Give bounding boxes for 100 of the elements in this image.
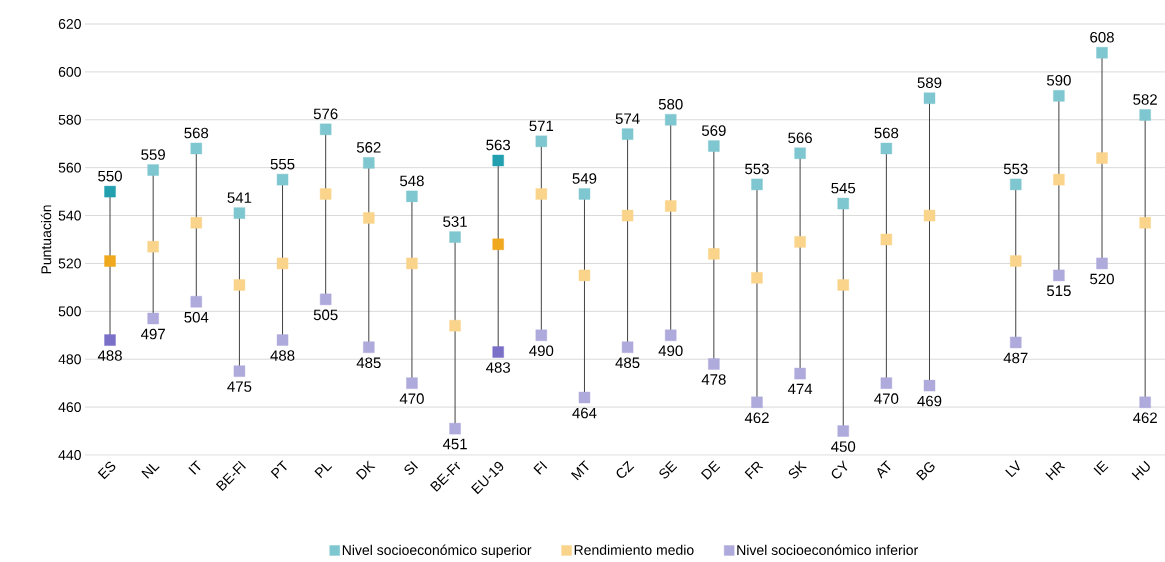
- x-tick-label: HR: [1045, 461, 1066, 481]
- data-label: 553: [1003, 163, 1028, 175]
- data-label: 571: [529, 120, 554, 132]
- x-tick-label: FR: [744, 461, 764, 480]
- point: [708, 248, 720, 260]
- data-label: 531: [443, 216, 467, 227]
- data-label: 487: [1003, 352, 1028, 364]
- point: [837, 279, 849, 291]
- x-tick-label: CY: [831, 460, 848, 479]
- data-label: 590: [1046, 75, 1071, 86]
- y-tick-label: 500: [58, 306, 81, 317]
- point: [621, 209, 634, 222]
- point: [665, 329, 677, 341]
- legend-label: Nivel socioeconómico superior: [342, 544, 532, 558]
- data-label: 474: [787, 383, 813, 395]
- point: [535, 135, 548, 148]
- data-label: 563: [486, 139, 511, 151]
- point: [708, 140, 720, 152]
- y-tick-label: 560: [58, 162, 81, 173]
- point: [751, 272, 763, 284]
- data-label: 553: [745, 163, 769, 175]
- point: [190, 217, 202, 229]
- y-tick-label: 440: [58, 450, 81, 460]
- point: [1053, 173, 1065, 186]
- point: [147, 164, 159, 176]
- y-tick-label: 460: [58, 402, 81, 413]
- data-label: 488: [270, 350, 295, 361]
- point: [147, 312, 159, 325]
- y-tick-label: 580: [58, 114, 81, 125]
- data-label: 470: [399, 393, 424, 404]
- point: [406, 377, 418, 389]
- data-label: 464: [572, 407, 597, 419]
- point: [1139, 396, 1151, 409]
- data-label: 475: [227, 381, 252, 392]
- data-label: 550: [98, 170, 122, 182]
- data-label: 580: [658, 98, 683, 110]
- point: [363, 341, 375, 353]
- data-label: 488: [97, 350, 122, 361]
- x-tick-label: SI: [404, 461, 418, 475]
- data-label: 559: [141, 149, 165, 160]
- x-tick-label: HU: [1131, 460, 1150, 481]
- data-label: 555: [270, 158, 295, 170]
- x-tick-label: IE: [1093, 460, 1109, 476]
- data-label: 541: [227, 192, 252, 203]
- point: [1096, 257, 1108, 270]
- point: [1053, 90, 1065, 102]
- point: [190, 142, 202, 155]
- y-tick-label: 620: [58, 19, 81, 29]
- data-label: 462: [1132, 412, 1157, 424]
- point: [319, 293, 332, 306]
- point: [837, 425, 849, 437]
- point: [1010, 255, 1022, 267]
- data-label: 568: [184, 127, 209, 139]
- point: [1053, 269, 1065, 282]
- y-tick-label: 520: [58, 258, 81, 269]
- point: [578, 188, 591, 200]
- y-tick-label: 540: [58, 210, 81, 221]
- x-tick-label: PT: [270, 460, 287, 479]
- data-label: 582: [1133, 94, 1157, 105]
- data-label: 504: [184, 311, 209, 323]
- point: [449, 422, 461, 435]
- data-label: 568: [874, 127, 899, 139]
- y-tick-label: 600: [58, 66, 81, 77]
- point: [492, 154, 504, 167]
- data-label: 485: [356, 357, 381, 369]
- point: [923, 209, 936, 222]
- point: [665, 114, 677, 126]
- point: [276, 257, 289, 270]
- point: [319, 188, 332, 200]
- x-tick-label: DE: [700, 460, 721, 480]
- x-tick-label: BG: [916, 462, 935, 481]
- point: [621, 341, 634, 353]
- point: [751, 396, 763, 409]
- point: [794, 367, 806, 380]
- data-label: 470: [874, 393, 899, 404]
- point: [104, 334, 116, 346]
- data-label: 566: [788, 132, 812, 144]
- x-tick-label: SE: [659, 460, 678, 479]
- x-tick-label: AT: [877, 460, 891, 479]
- data-label: 497: [140, 328, 165, 340]
- point: [492, 238, 504, 250]
- x-tick-label: MT: [570, 460, 589, 481]
- point: [449, 231, 461, 243]
- point: [363, 212, 375, 224]
- data-label: 478: [701, 374, 726, 385]
- point: [535, 188, 548, 200]
- x-tick-label: DK: [355, 460, 376, 480]
- data-label: 574: [615, 113, 640, 124]
- data-label: 469: [917, 395, 942, 407]
- x-tick-label: IT: [188, 460, 201, 475]
- point: [363, 157, 375, 169]
- data-label: 548: [400, 175, 424, 187]
- point: [233, 365, 246, 377]
- data-label: 505: [313, 309, 338, 321]
- point: [1096, 152, 1108, 164]
- point: [535, 329, 548, 341]
- point: [1139, 109, 1151, 121]
- point: [233, 279, 246, 291]
- point: [880, 233, 893, 246]
- point: [104, 255, 116, 267]
